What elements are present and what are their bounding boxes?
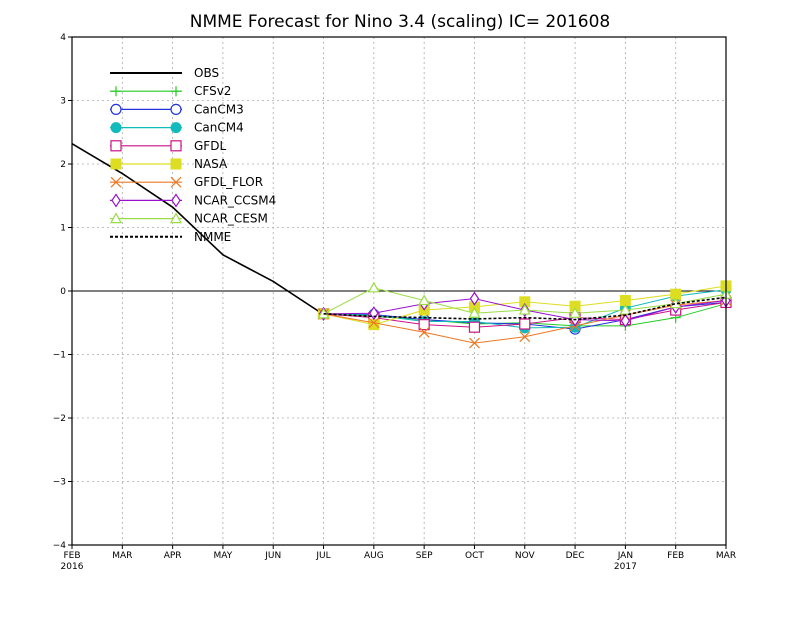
x-tick-label: JAN: [617, 551, 633, 561]
x-tick-label: JUN: [264, 551, 281, 561]
data-point-gfdl-flor: [418, 326, 430, 338]
data-point-ncar-cesm: [468, 306, 481, 318]
legend-marker-nasa: [170, 158, 182, 170]
x-year-label: 2016: [61, 562, 84, 572]
data-point-ncar-cesm: [619, 303, 632, 315]
legend-marker-ncar-cesm: [109, 212, 123, 224]
x-tick-label: NOV: [515, 551, 536, 561]
x-tick-label: AUG: [364, 551, 384, 561]
legend-label-cancm3: CanCM3: [194, 102, 244, 116]
data-point-gfdl: [468, 321, 481, 333]
legend-item-ncar-cesm: NCAR_CESM: [109, 212, 268, 226]
legend: OBS CFSv2 CanCM3 CanCM4 GFDL NASA GFDL_FLOR NCA…: [109, 66, 276, 244]
data-point-ncar-cesm: [518, 303, 531, 315]
x-tick-label: OCT: [465, 551, 484, 561]
legend-marker-gfdl-flor: [110, 176, 122, 188]
legend-marker-cancm3: [170, 103, 182, 116]
legend-item-cancm4: CanCM4: [110, 121, 244, 135]
x-tick-label: APR: [164, 551, 182, 561]
legend-label-ncar-cesm: NCAR_CESM: [194, 212, 268, 226]
data-point-ncar-cesm: [569, 306, 582, 318]
data-point-nasa: [368, 319, 380, 331]
legend-item-gfdl-flor: GFDL_FLOR: [110, 175, 263, 189]
data-point-gfdl: [519, 318, 531, 330]
legend-label-nmme: NMME: [194, 230, 231, 244]
legend-item-gfdl: GFDL: [110, 139, 226, 153]
x-tick-label: DEC: [566, 551, 585, 561]
legend-label-ncar-ccsm4: NCAR_CCSM4: [194, 193, 276, 207]
data-point-ncar-cesm: [418, 294, 431, 306]
data-point-gfdl-flor: [368, 317, 380, 329]
legend-marker-ncar-ccsm4: [171, 193, 181, 208]
y-tick-label: 1: [60, 224, 66, 234]
data-point-ncar-ccsm4: [469, 291, 480, 306]
grid: [72, 37, 726, 545]
y-tick-label: −3: [53, 478, 66, 488]
legend-marker-ncar-ccsm4: [111, 193, 121, 208]
legend-marker-cancm4: [170, 122, 182, 134]
legend-marker-cfsv2: [111, 86, 121, 97]
y-tick-label: −2: [53, 414, 66, 424]
legend-marker-cancm4: [110, 122, 122, 134]
legend-label-nasa: NASA: [194, 157, 228, 171]
series-nmme: [323, 296, 727, 321]
legend-item-obs: OBS: [110, 66, 219, 80]
legend-marker-cancm3: [110, 103, 122, 116]
y-tick-label: 2: [60, 160, 66, 170]
y-tick-label: 3: [60, 97, 66, 107]
legend-marker-ncar-cesm: [169, 212, 183, 224]
legend-marker-gfdl: [110, 140, 122, 152]
data-point-ncar-ccsm4: [620, 313, 631, 328]
legend-item-ncar-ccsm4: NCAR_CCSM4: [110, 193, 276, 208]
legend-label-cancm4: CanCM4: [194, 121, 244, 135]
data-point-ncar-cesm: [367, 281, 380, 293]
series-ncar-cesm: [317, 281, 733, 319]
legend-item-cancm3: CanCM3: [110, 102, 244, 116]
x-tick-label: MAY: [214, 551, 233, 561]
chart-title: NMME Forecast for Nino 3.4 (scaling) IC=…: [190, 12, 611, 32]
legend-label-gfdl: GFDL: [194, 139, 226, 153]
x-tick-label: FEB: [63, 551, 80, 561]
legend-marker-gfdl-flor: [170, 176, 182, 188]
x-year-label: 2017: [614, 562, 637, 572]
legend-item-nasa: NASA: [110, 157, 228, 171]
series-group: [71, 142, 733, 349]
legend-label-obs: OBS: [194, 66, 219, 80]
legend-label-gfdl-flor: GFDL_FLOR: [194, 175, 263, 189]
y-tick-label: 4: [60, 33, 66, 43]
legend-marker-nasa: [110, 158, 122, 170]
y-tick-label: 0: [60, 287, 66, 297]
x-tick-label: MAR: [112, 551, 132, 561]
legend-marker-cfsv2: [171, 86, 181, 97]
series-line-nmme: [323, 296, 727, 321]
legend-item-nmme: NMME: [110, 230, 231, 244]
x-tick-label: MAR: [716, 551, 736, 561]
x-tick-label: SEP: [416, 551, 433, 561]
y-tick-label: −4: [53, 541, 67, 551]
legend-label-cfsv2: CFSv2: [194, 84, 231, 98]
data-point-gfdl-flor: [469, 337, 480, 349]
x-tick-label: JUL: [315, 551, 330, 561]
y-tick-label: −1: [53, 351, 66, 361]
data-point-gfdl-flor: [519, 331, 531, 343]
x-tick-label: FEB: [667, 551, 684, 561]
legend-marker-gfdl: [170, 140, 182, 152]
legend-item-cfsv2: CFSv2: [110, 84, 231, 98]
data-point-gfdl: [418, 319, 430, 331]
